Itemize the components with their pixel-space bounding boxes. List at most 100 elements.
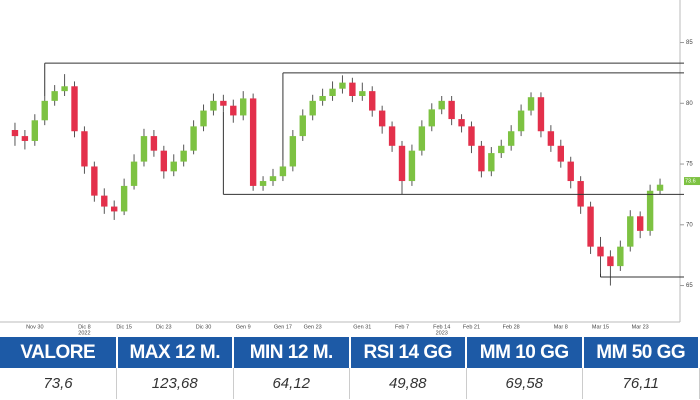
x-tick-label: Feb 28 bbox=[503, 324, 520, 330]
candle-body bbox=[31, 120, 39, 141]
candle-body bbox=[636, 216, 644, 231]
value-row: 73,6 123,68 64,12 49,88 69,58 76,11 bbox=[0, 368, 700, 399]
y-tick-label: 75 bbox=[686, 162, 693, 168]
candle-body bbox=[61, 86, 68, 92]
y-tick-label: 65 bbox=[686, 283, 693, 289]
candle-body bbox=[567, 161, 574, 182]
candle-body bbox=[388, 126, 396, 146]
x-tick-label: Mar 8 bbox=[554, 324, 568, 330]
candle-body bbox=[369, 91, 376, 111]
candle-body bbox=[240, 98, 247, 116]
candle-body bbox=[537, 97, 545, 132]
candle-body bbox=[378, 110, 386, 127]
x-tick-label: Gen 23 bbox=[304, 324, 322, 330]
value-cell: 76,11 bbox=[582, 368, 700, 399]
candle-body bbox=[418, 126, 426, 151]
candle-body bbox=[230, 105, 237, 116]
stats-table: VALORE MAX 12 M. MIN 12 M. RSI 14 GG MM 10 G… bbox=[0, 337, 700, 399]
x-tick-label: Feb 21 bbox=[463, 324, 480, 330]
candle-body bbox=[289, 136, 297, 167]
candle-body bbox=[41, 100, 48, 121]
header-row: VALORE MAX 12 M. MIN 12 M. RSI 14 GG MM 10 G… bbox=[0, 337, 700, 368]
x-tick-label: Feb 14 bbox=[433, 324, 450, 330]
candle-body bbox=[359, 91, 366, 96]
candle-body bbox=[398, 145, 406, 182]
candle-body bbox=[498, 145, 505, 154]
x-tick-label: Gen 9 bbox=[236, 324, 251, 330]
candle-body bbox=[408, 150, 416, 182]
candle-body bbox=[130, 161, 138, 186]
candle-body bbox=[299, 115, 306, 137]
candle-body bbox=[438, 100, 445, 110]
candle-body bbox=[349, 82, 356, 96]
candle-body bbox=[210, 100, 217, 111]
x-tick-label: Feb 7 bbox=[395, 324, 409, 330]
candle-body bbox=[339, 82, 346, 89]
x-tick-label: Dic 23 bbox=[156, 324, 172, 330]
y-tick-label: 85 bbox=[686, 40, 693, 46]
candle-body bbox=[488, 153, 495, 172]
value-cell: 64,12 bbox=[233, 368, 350, 399]
candle-body bbox=[547, 131, 555, 146]
candle-body bbox=[587, 206, 594, 247]
candle-body bbox=[91, 166, 98, 196]
candle-body bbox=[180, 150, 187, 162]
candle-body bbox=[51, 91, 58, 101]
candle-body bbox=[478, 145, 485, 172]
header-cell: MAX 12 M. bbox=[116, 337, 234, 368]
candle-body bbox=[329, 88, 336, 96]
candle-body bbox=[557, 145, 564, 162]
header-cell: MM 10 GG bbox=[466, 337, 584, 368]
value-cell: 49,88 bbox=[349, 368, 467, 399]
candle-body bbox=[428, 109, 435, 127]
candle-body bbox=[468, 126, 475, 146]
header-cell: MM 50 GG bbox=[582, 337, 700, 368]
header-cell: MIN 12 M. bbox=[233, 337, 351, 368]
x-tick-label: Dic 30 bbox=[196, 324, 212, 330]
candle-body bbox=[170, 161, 177, 172]
candle-body bbox=[279, 166, 287, 177]
candle-body bbox=[597, 246, 604, 257]
x-tick-label: Mar 15 bbox=[592, 324, 609, 330]
header-cell: VALORE bbox=[0, 337, 118, 368]
value-cell: 73,6 bbox=[0, 368, 117, 399]
x-tick-label: Gen 31 bbox=[353, 324, 371, 330]
candle-body bbox=[71, 86, 78, 132]
candle-body bbox=[220, 100, 227, 106]
candle-body bbox=[190, 126, 197, 151]
candle-body bbox=[527, 97, 535, 111]
candle-body bbox=[259, 181, 267, 186]
candle-body bbox=[309, 100, 316, 116]
candle-body bbox=[607, 256, 614, 267]
value-cell: 69,58 bbox=[466, 368, 583, 399]
last-value-label: 73.6 bbox=[685, 179, 696, 185]
last-value-box bbox=[684, 177, 700, 186]
candle-body bbox=[120, 185, 128, 212]
candle-body bbox=[101, 195, 108, 207]
candle-body bbox=[140, 136, 148, 162]
header-cell: RSI 14 GG bbox=[349, 337, 467, 368]
y-tick-label: 80 bbox=[686, 101, 693, 107]
year-label: 2022 bbox=[78, 330, 90, 336]
candle-body bbox=[21, 136, 29, 141]
candle-body bbox=[111, 206, 118, 212]
year-label: 2023 bbox=[436, 330, 448, 336]
candle-body bbox=[577, 181, 584, 207]
x-tick-label: Gen 17 bbox=[274, 324, 292, 330]
x-tick-label: Mar 23 bbox=[632, 324, 649, 330]
candle-body bbox=[507, 131, 515, 146]
candle-body bbox=[249, 98, 257, 186]
candle-body bbox=[81, 131, 88, 167]
candle-body bbox=[150, 136, 158, 151]
x-tick-label: Dic 8 bbox=[78, 324, 91, 330]
y-tick-label: 70 bbox=[686, 222, 693, 228]
candle-body bbox=[269, 176, 277, 182]
candle-body bbox=[11, 130, 19, 137]
x-tick-label: Nov 30 bbox=[26, 324, 43, 330]
chart: 65 70 75 80 85 Nov 30 Dic 8 Dic 15 Dic 23 Dic 30 G… bbox=[0, 0, 700, 336]
candle-body bbox=[517, 110, 525, 132]
candle-body bbox=[160, 150, 168, 172]
candle-body bbox=[627, 216, 634, 247]
candle-body bbox=[200, 110, 207, 127]
